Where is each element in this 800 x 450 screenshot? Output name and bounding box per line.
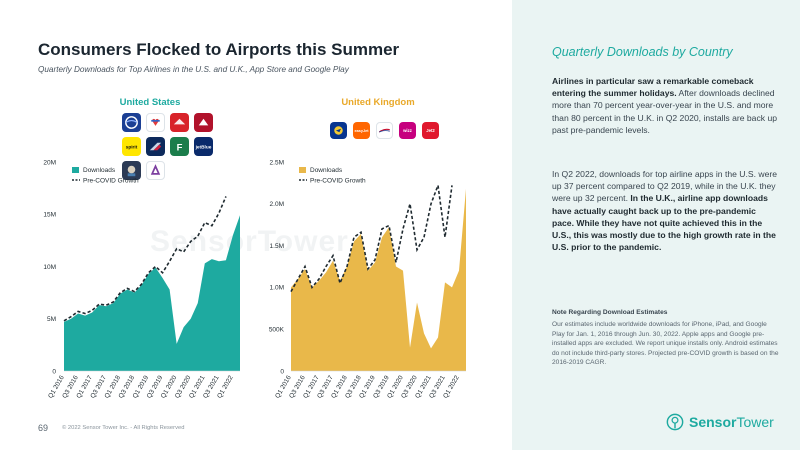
commentary-panel bbox=[512, 0, 800, 450]
uk-chart-title: United Kingdom bbox=[341, 97, 415, 108]
us-chart-title: United States bbox=[119, 97, 181, 108]
southwest-logo bbox=[146, 113, 165, 132]
note-title: Note Regarding Download Estimates bbox=[552, 309, 668, 316]
paragraph-2-rest: In Q2 2022, downloads for top airline ap… bbox=[552, 169, 778, 204]
sensor-tower-icon bbox=[666, 413, 684, 431]
page-number: 69 bbox=[38, 423, 49, 433]
us-legend-label-growth: Pre-COVID Growth bbox=[83, 178, 139, 185]
uk-y-tick-label: 2.5M bbox=[270, 159, 284, 166]
ryanair-logo bbox=[330, 122, 347, 139]
uk-legend-label-growth: Pre-COVID Growth bbox=[310, 178, 366, 185]
brand-name-bold: Sensor bbox=[689, 414, 737, 430]
wizz-air-logo: wizz bbox=[399, 122, 416, 139]
delta-logo bbox=[194, 113, 213, 132]
note-text: Our estimates include worldwide download… bbox=[552, 321, 779, 367]
side-heading: Quarterly Downloads by Country bbox=[552, 45, 733, 59]
us-downloads-area bbox=[64, 215, 240, 371]
paragraph-1: Airlines in particular saw a remarkable … bbox=[552, 75, 777, 136]
american-airlines-logo bbox=[146, 137, 165, 156]
paragraph-2: In Q2 2022, downloads for top airline ap… bbox=[552, 168, 777, 253]
watermark: SensorTower bbox=[150, 225, 349, 258]
frontier-logo: F bbox=[170, 137, 189, 156]
svg-text:F: F bbox=[177, 142, 183, 153]
us-pre-covid-growth-line bbox=[63, 196, 227, 322]
svg-text:easyJet: easyJet bbox=[355, 129, 370, 133]
uk-y-tick-label: 0 bbox=[280, 368, 284, 375]
spirit-yellow-logo: spirit bbox=[122, 137, 141, 156]
easyjet-logo: easyJet bbox=[353, 122, 370, 139]
uk-y-tick-label: 1.5M bbox=[270, 243, 284, 250]
us-airline-logos: spirit F jetBlue bbox=[122, 113, 213, 180]
paragraph-1-bold: Airlines in particular saw a remarkable … bbox=[552, 76, 754, 99]
svg-text:jetBlue: jetBlue bbox=[195, 144, 212, 150]
us-legend-swatch-downloads bbox=[72, 167, 79, 173]
svg-text:Jet2: Jet2 bbox=[426, 128, 435, 133]
united-airlines-logo bbox=[122, 113, 141, 132]
brand-name: SensorTower bbox=[689, 414, 774, 430]
uk-legend-label-downloads: Downloads bbox=[310, 167, 343, 174]
uk-y-tick-label: 1.0M bbox=[270, 285, 284, 292]
svg-text:wizz: wizz bbox=[402, 128, 412, 133]
brand-name-rest: Tower bbox=[736, 414, 774, 430]
page-title: Consumers Flocked to Airports this Summe… bbox=[38, 40, 400, 59]
allegiant-logo bbox=[146, 161, 165, 180]
uk-y-tick-label: 500K bbox=[269, 327, 285, 334]
us-y-tick-label: 5M bbox=[47, 316, 56, 323]
sensor-tower-logo: SensorTower bbox=[666, 413, 774, 431]
alaska-airlines-logo bbox=[122, 161, 141, 180]
british-airways-logo bbox=[376, 122, 393, 139]
paragraph-1-rest: After downloads declined more than 70 pe… bbox=[552, 88, 778, 135]
paragraph-2-bold: In the U.K., airline app downloads have … bbox=[552, 193, 776, 253]
us-y-tick-label: 20M bbox=[43, 159, 56, 166]
jetblue-logo: jetBlue bbox=[194, 137, 213, 156]
copyright-text: © 2022 Sensor Tower Inc. - All Rights Re… bbox=[62, 425, 185, 431]
uk-legend-swatch-downloads bbox=[299, 167, 306, 173]
uk-y-tick-label: 2.0M bbox=[270, 201, 284, 208]
uk-airline-logos: easyJet wizz Jet2 bbox=[330, 122, 439, 139]
page-subtitle: Quarterly Downloads for Top Airlines in … bbox=[38, 65, 349, 74]
jet2-logo: Jet2 bbox=[422, 122, 439, 139]
uk-pre-covid-growth-line bbox=[290, 185, 453, 292]
us-legend-label-downloads: Downloads bbox=[83, 167, 116, 174]
svg-text:spirit: spirit bbox=[126, 144, 138, 150]
uk-downloads-area bbox=[291, 188, 466, 371]
us-y-tick-label: 10M bbox=[43, 264, 56, 271]
us-y-tick-label: 0 bbox=[52, 368, 56, 375]
us-y-tick-label: 15M bbox=[43, 212, 56, 219]
spirit-red-logo bbox=[170, 113, 189, 132]
